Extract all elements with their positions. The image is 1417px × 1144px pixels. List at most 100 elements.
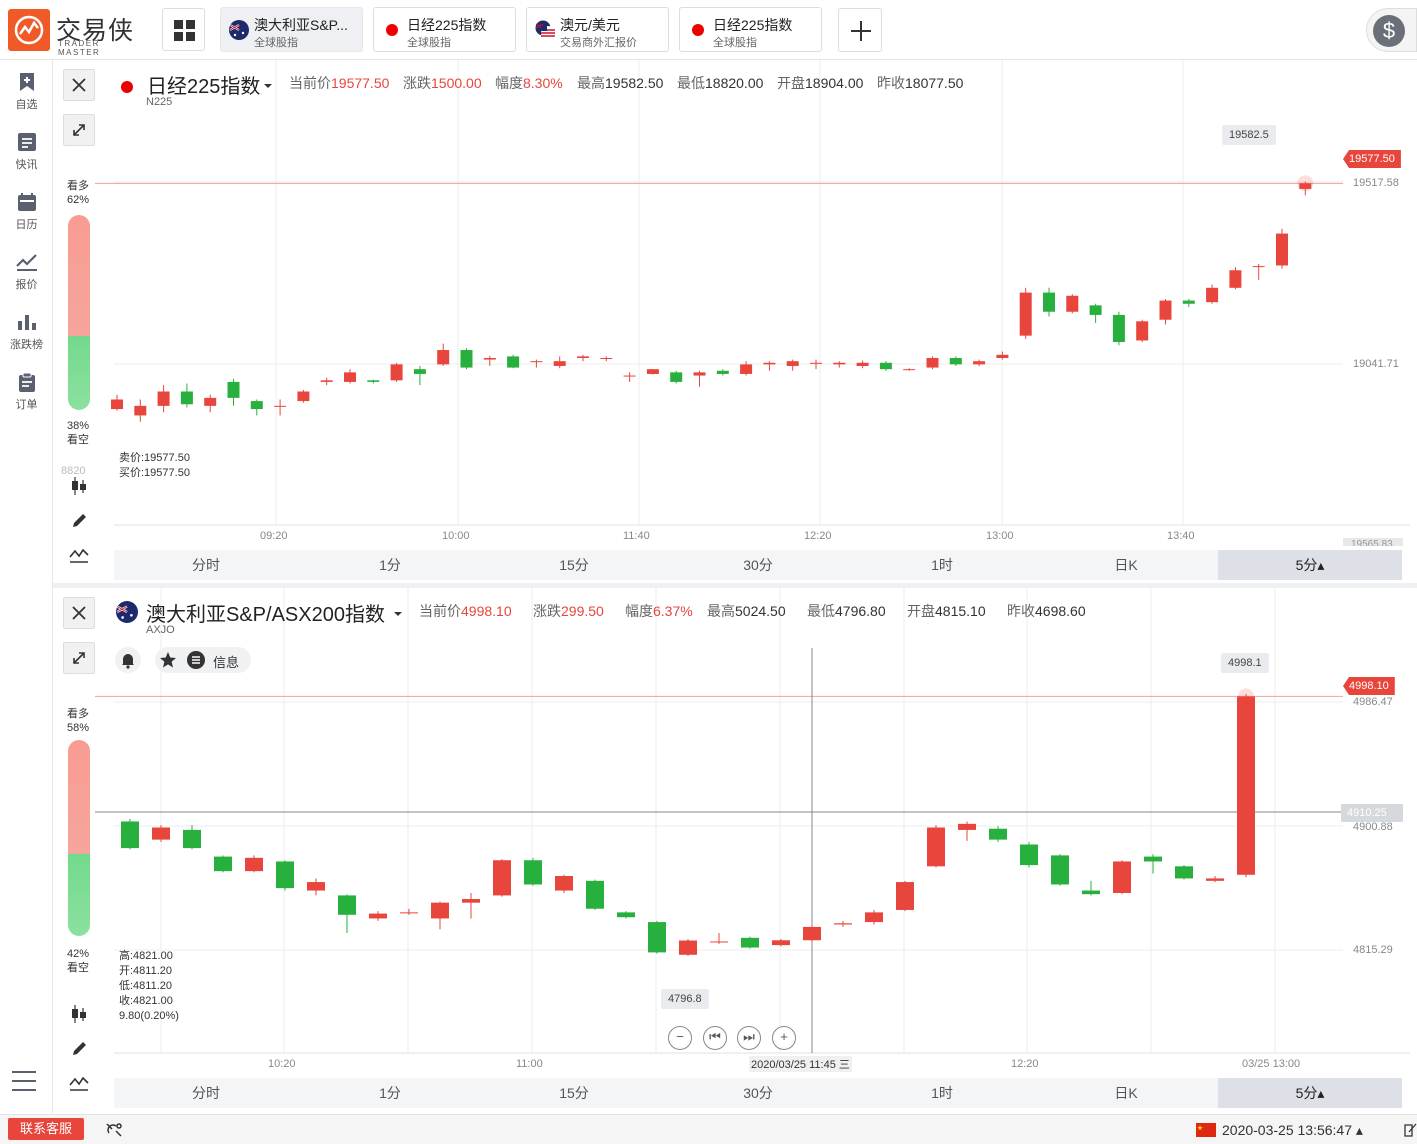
candle[interactable] (856, 360, 869, 369)
candle[interactable] (274, 399, 287, 416)
sidebar-item-calendar[interactable]: 日历 (0, 184, 53, 242)
candle[interactable] (111, 394, 123, 411)
candle[interactable] (1237, 694, 1255, 878)
candle[interactable] (367, 379, 380, 384)
tab-axjo[interactable]: 澳大利亚S&P... 全球股指 (220, 7, 363, 52)
candle[interactable] (763, 361, 776, 371)
menu-icon[interactable] (11, 1070, 37, 1092)
candle[interactable] (320, 377, 333, 386)
candle[interactable] (670, 370, 683, 384)
info-button[interactable]: 信息 (213, 655, 240, 670)
candle[interactable] (710, 932, 728, 944)
candle[interactable] (245, 855, 263, 873)
add-tab-button[interactable] (838, 8, 882, 52)
scroll-end-button[interactable]: ⏭ (737, 1026, 761, 1050)
candle[interactable] (1136, 319, 1149, 343)
sidebar-item-quotes[interactable]: 报价 (0, 244, 53, 302)
candlestick-chart-axjo[interactable] (53, 588, 1417, 1114)
candle[interactable] (152, 825, 170, 843)
candle[interactable] (1019, 287, 1032, 339)
candle[interactable] (555, 874, 573, 893)
period-option-4[interactable]: 1时 (931, 1085, 953, 1101)
brand-logo[interactable]: 交易侠 TRADER MASTER (8, 9, 143, 57)
candle[interactable] (648, 920, 666, 954)
candle[interactable] (1066, 294, 1079, 314)
candle[interactable] (227, 378, 240, 406)
candle[interactable] (483, 355, 496, 366)
candle[interactable] (307, 878, 325, 896)
period-option-5[interactable]: 日K (1114, 1085, 1138, 1101)
candle[interactable] (803, 925, 821, 942)
candle[interactable] (369, 911, 387, 921)
candle[interactable] (617, 911, 635, 919)
period-option-3[interactable]: 30分 (743, 1085, 773, 1101)
candle[interactable] (1043, 287, 1055, 317)
contact-support-button[interactable]: 联系客服 (8, 1118, 84, 1140)
period-option-1[interactable]: 1分 (379, 557, 401, 573)
account-dollar-button[interactable]: $ (1366, 8, 1417, 52)
caret-down-icon[interactable] (263, 82, 273, 90)
sidebar-item-movers[interactable]: 涨跌榜 (0, 304, 53, 362)
tab-nikkei-2[interactable]: 日经225指数 全球股指 (679, 7, 822, 52)
candle[interactable] (1182, 298, 1195, 307)
candle[interactable] (958, 821, 976, 841)
candle[interactable] (1089, 303, 1102, 323)
candle[interactable] (834, 920, 852, 927)
draw-tool-button[interactable] (63, 512, 95, 540)
expand-panel-button[interactable] (63, 642, 95, 674)
candle[interactable] (134, 399, 147, 422)
candle[interactable] (400, 908, 418, 915)
external-link-icon[interactable] (1404, 1122, 1417, 1138)
candle[interactable] (716, 369, 729, 376)
candle[interactable] (740, 361, 753, 376)
candle[interactable] (1229, 267, 1242, 290)
candle[interactable] (786, 359, 799, 371)
star-icon[interactable] (155, 647, 181, 673)
period-option-6[interactable]: 5分▴ (1218, 550, 1402, 580)
candle[interactable] (553, 356, 566, 369)
candle[interactable] (989, 826, 1007, 843)
candle[interactable] (121, 819, 139, 850)
candle[interactable] (693, 370, 706, 387)
close-panel-button[interactable] (63, 597, 95, 629)
candle[interactable] (180, 383, 193, 408)
candle[interactable] (646, 369, 659, 375)
period-option-5[interactable]: 日K (1114, 557, 1138, 573)
candle[interactable] (344, 369, 356, 384)
candle[interactable] (413, 365, 426, 386)
connection-icon[interactable] (104, 1121, 124, 1139)
candle[interactable] (460, 348, 473, 370)
candle[interactable] (1276, 228, 1288, 269)
symbol-name[interactable]: 澳大利亚S&P/ASX200指数 (146, 604, 385, 626)
sidebar-item-orders[interactable]: 订单 (0, 364, 53, 422)
candle[interactable] (927, 825, 945, 868)
candle[interactable] (338, 894, 356, 933)
candle[interactable] (623, 372, 636, 382)
period-option-4[interactable]: 1时 (931, 557, 953, 573)
candle-type-button[interactable] (63, 476, 95, 504)
panel-divider[interactable] (53, 583, 1417, 588)
candle[interactable] (1144, 854, 1162, 874)
candle[interactable] (1113, 860, 1131, 895)
candle[interactable] (297, 389, 310, 403)
info-list-icon[interactable] (187, 651, 205, 669)
candle-type-button[interactable] (63, 1004, 95, 1032)
candle[interactable] (276, 860, 294, 891)
candle[interactable] (1206, 284, 1219, 304)
period-option-2[interactable]: 15分 (559, 557, 589, 573)
indicator-button[interactable] (63, 546, 95, 574)
scroll-start-button[interactable]: ⏮ (703, 1026, 727, 1050)
sidebar-item-news[interactable]: 快讯 (0, 124, 53, 182)
candle[interactable] (183, 825, 201, 850)
layout-grid-button[interactable] (162, 8, 205, 51)
candle[interactable] (741, 936, 759, 949)
candle[interactable] (250, 399, 263, 416)
candle[interactable] (437, 343, 450, 366)
candle[interactable] (524, 857, 542, 886)
candle[interactable] (810, 359, 822, 370)
candle[interactable] (493, 859, 511, 897)
candle[interactable] (926, 356, 939, 370)
zoom-out-button[interactable]: − (668, 1026, 692, 1050)
candle[interactable] (1175, 865, 1193, 880)
candle[interactable] (530, 359, 543, 368)
